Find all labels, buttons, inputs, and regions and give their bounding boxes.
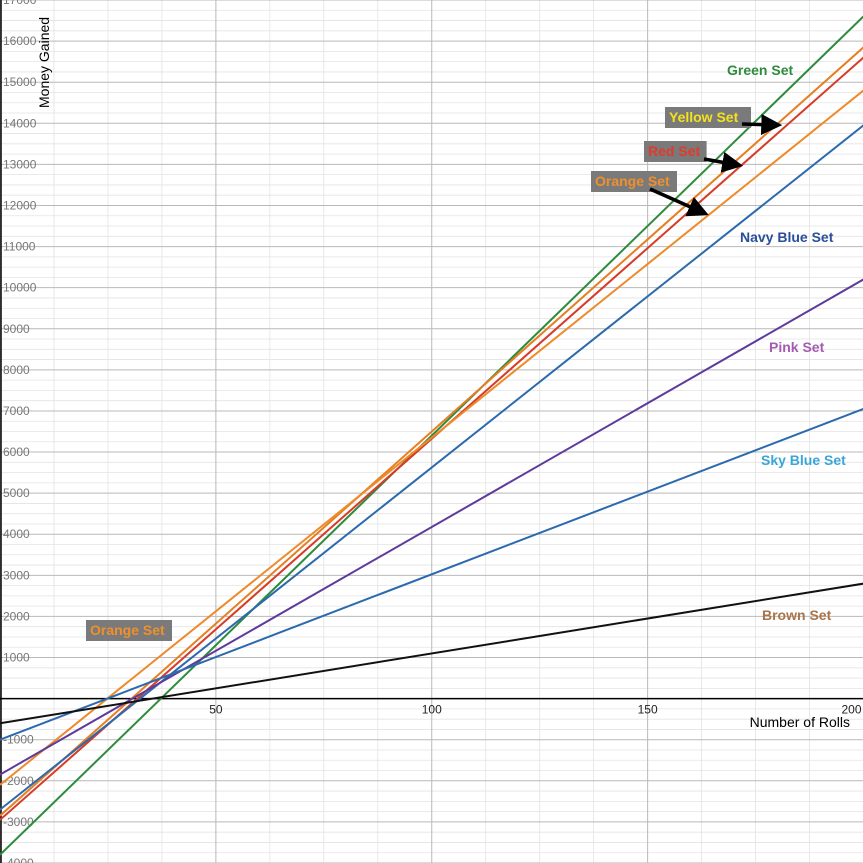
y-tick-label: 7000 (3, 404, 30, 418)
series-label-orange-set: Orange Set (595, 173, 670, 189)
label-box-orange-set (86, 620, 172, 641)
y-tick-label: 5000 (3, 486, 30, 500)
series-line-navy-blue-set (0, 124, 863, 811)
y-tick-labels: -4000-3000-2000-100010002000300040005000… (3, 0, 37, 863)
series-annotations: Green Set Yellow Set Red Set Orange Set Navy… (86, 62, 846, 641)
y-tick-label: 4000 (3, 527, 30, 541)
x-tick-labels: 50 100 150 200 (209, 703, 862, 717)
label-box-orange-set (591, 171, 677, 192)
x-tick-label: 200 (841, 703, 861, 717)
series-label-brown-set: Brown Set (762, 607, 832, 623)
arrow-orange-set (649, 187, 709, 217)
series-label-red-set: Red Set (648, 143, 700, 159)
x-axis-title: Number of Rolls (750, 714, 850, 730)
y-tick-label: 3000 (3, 568, 30, 582)
arrow-red-set (703, 151, 744, 173)
y-tick-label: 9000 (3, 322, 30, 336)
y-tick-label: -3000 (3, 815, 34, 829)
series-label-yellow-set: Yellow Set (669, 109, 739, 125)
series-label-sky-blue-set: Sky Blue Set (761, 452, 846, 468)
y-tick-label: -4000 (3, 856, 34, 863)
y-tick-label: 14000 (3, 116, 37, 130)
series-line-orange-set (0, 89, 863, 786)
x-tick-label: 150 (638, 703, 658, 717)
x-tick-label: 100 (422, 703, 442, 717)
series-label-navy-blue-set: Navy Blue Set (740, 229, 834, 245)
y-tick-label: 1000 (3, 651, 30, 665)
series-label-orange-set: Orange Set (90, 622, 165, 638)
y-tick-label: 11000 (3, 240, 36, 254)
series-line-brown-set (0, 582, 863, 725)
y-tick-label: 17000 (3, 0, 37, 7)
series-line-yellow-set (0, 46, 863, 817)
series-line-green-set (0, 15, 863, 856)
label-box-yellow-set (665, 107, 751, 128)
series-line-pink-set (0, 278, 863, 776)
y-tick-label: 8000 (3, 363, 30, 377)
y-axis-title: Money Gained (36, 17, 52, 108)
y-tick-label: 15000 (3, 75, 37, 89)
y-tick-label: 6000 (3, 445, 30, 459)
y-tick-label: 2000 (3, 609, 30, 623)
y-tick-label: 12000 (3, 198, 37, 212)
y-tick-label: 16000 (3, 34, 37, 48)
series-lines (0, 15, 863, 856)
series-line-sky-blue-set (0, 408, 863, 741)
x-tick-label: 50 (209, 703, 223, 717)
y-tick-label: -1000 (3, 733, 34, 747)
series-label-green-set: Green Set (727, 62, 793, 78)
y-tick-label: 10000 (3, 281, 37, 295)
label-box-red-set (644, 141, 707, 162)
series-label-pink-set: Pink Set (769, 339, 825, 355)
y-tick-label: 13000 (3, 157, 37, 171)
arrow-yellow-set (741, 114, 783, 136)
